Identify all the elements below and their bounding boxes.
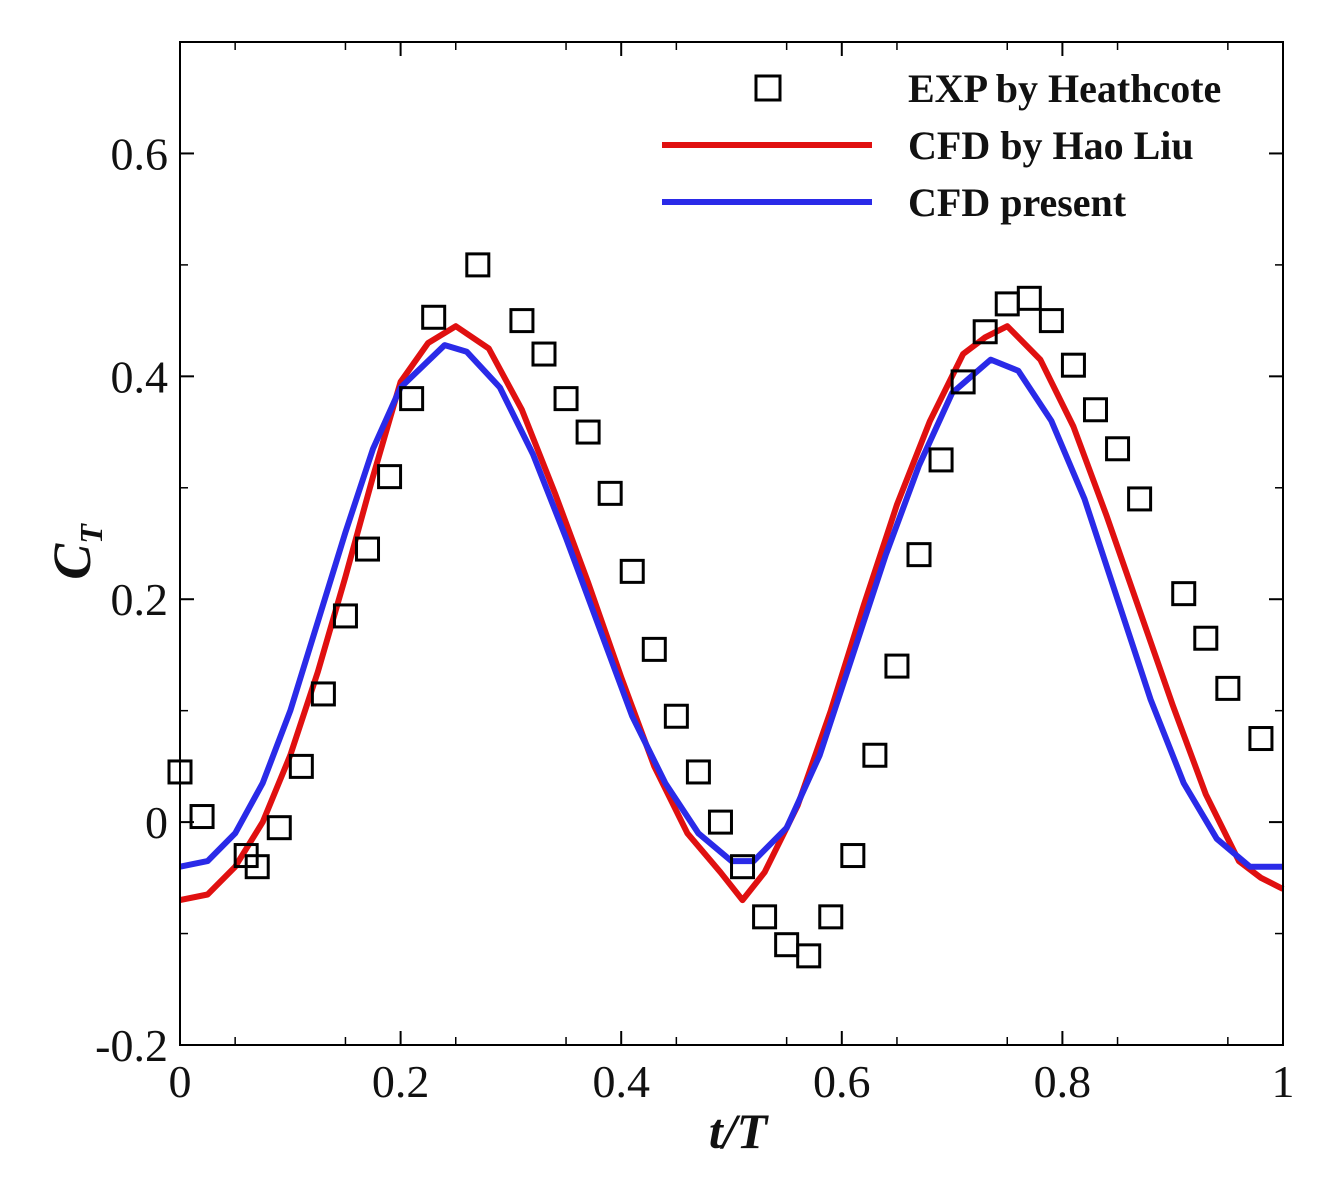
data-point-square	[1215, 675, 1241, 701]
data-point-square	[1127, 486, 1153, 512]
data-point-square	[862, 742, 888, 768]
legend-label-cfd-by-hao-liu: CFD by Hao Liu	[908, 123, 1194, 168]
tick-labels: 0 0.2 0.4 0.6 0.8 1-0.200.20.40.6	[95, 128, 1294, 1107]
data-point-square	[266, 815, 292, 841]
series-line-cfd-by-hao-liu	[179, 323, 1285, 904]
data-point-square	[1060, 352, 1086, 378]
series-line-cfd-present	[179, 342, 1283, 870]
y-tick-label: 0.2	[111, 574, 169, 625]
y-tick-label: 0.6	[111, 128, 169, 179]
y-tick-label: 0.4	[111, 351, 169, 402]
legend-label-cfd-present: CFD present	[908, 180, 1127, 225]
data-point-square	[1016, 285, 1042, 311]
data-point-square	[641, 636, 667, 662]
data-point-square	[575, 419, 601, 445]
data-point-square	[1248, 726, 1274, 752]
y-tick-label: 0	[145, 797, 168, 848]
data-point-square	[840, 843, 866, 869]
data-point-square	[310, 681, 336, 707]
data-point-square	[1171, 581, 1197, 607]
x-tick-label: 0.8	[1034, 1056, 1092, 1107]
data-point-square	[465, 252, 491, 278]
x-tick-label: 0.6	[813, 1056, 871, 1107]
data-point-square	[950, 369, 976, 395]
legend-marker-exp-by-heathcote	[754, 74, 782, 102]
series-layer	[167, 252, 1285, 969]
data-point-square	[553, 386, 579, 412]
data-point-square	[377, 464, 403, 490]
data-point-square	[1082, 397, 1108, 423]
data-point-square	[399, 386, 425, 412]
data-point-square	[244, 854, 270, 880]
data-point-square	[796, 943, 822, 969]
data-point-square	[332, 603, 358, 629]
y-tick-label: -0.2	[95, 1020, 168, 1071]
data-point-square	[730, 854, 756, 880]
x-axis-title: t/T	[709, 1103, 770, 1159]
y-axis-title-main: C	[42, 543, 102, 580]
data-point-square	[818, 904, 844, 930]
data-point-square	[1038, 308, 1064, 334]
x-tick-label: 0.2	[372, 1056, 430, 1107]
y-axis-title-subscript: T	[73, 523, 109, 544]
plot-frame	[179, 41, 1284, 1046]
data-point-square	[619, 558, 645, 584]
data-point-square	[884, 653, 910, 679]
data-point-square	[509, 308, 535, 334]
data-point-square	[663, 703, 689, 729]
data-point-square	[189, 804, 215, 830]
data-point-square	[906, 542, 932, 568]
x-tick-label: 0.4	[592, 1056, 650, 1107]
data-point-square	[597, 480, 623, 506]
legend: EXP by Heathcote CFD by Hao Liu CFD presen…	[662, 66, 1221, 225]
x-tick-label: 1	[1272, 1056, 1295, 1107]
data-point-square	[707, 809, 733, 835]
data-point-square	[1105, 436, 1131, 462]
data-point-square	[928, 447, 954, 473]
data-point-square	[531, 341, 557, 367]
data-point-square	[685, 759, 711, 785]
data-point-square	[421, 304, 447, 330]
y-axis-title: CT	[42, 523, 109, 580]
data-point-square	[1193, 625, 1219, 651]
x-tick-label: 0	[169, 1056, 192, 1107]
data-point-square	[288, 753, 314, 779]
legend-label-exp-by-heathcote: EXP by Heathcote	[908, 66, 1221, 111]
data-point-square	[752, 904, 778, 930]
data-point-square	[355, 536, 381, 562]
data-point-square	[972, 319, 998, 345]
